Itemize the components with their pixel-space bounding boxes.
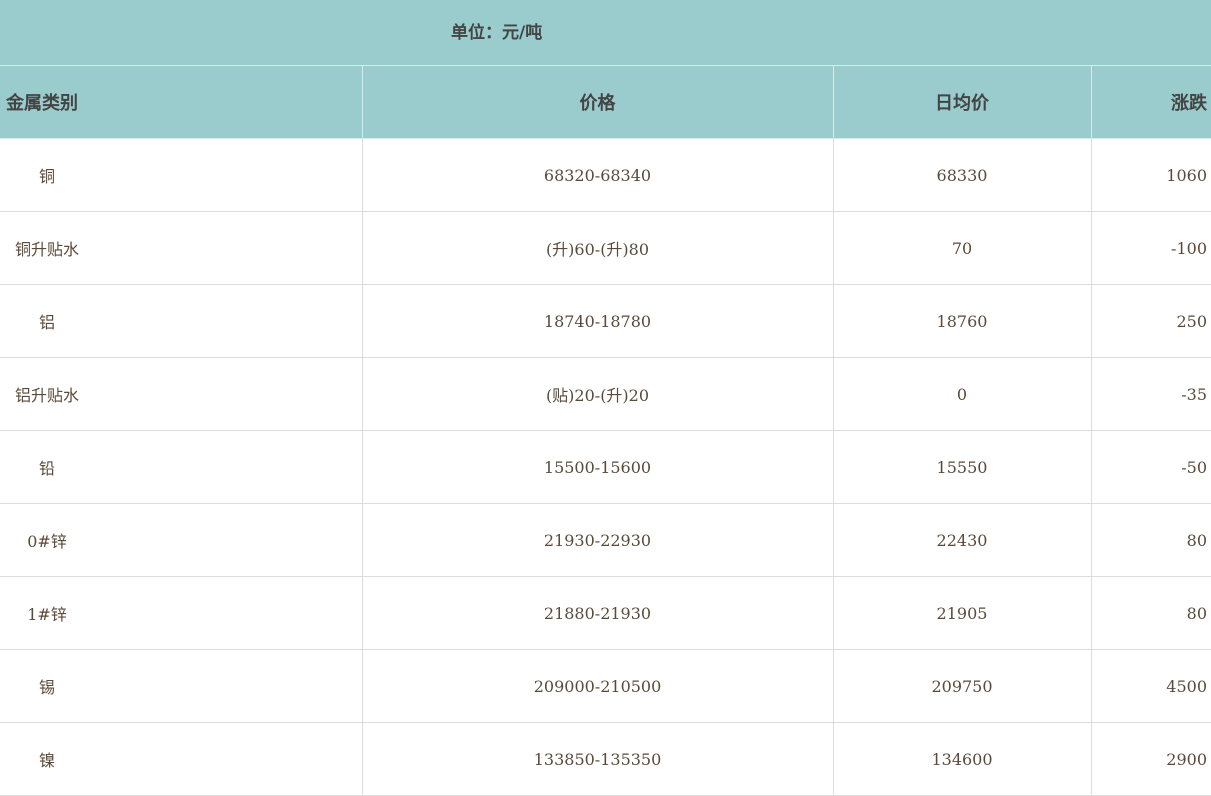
metal-name-cell: 铜: [0, 138, 363, 212]
daily-avg-cell: 70: [832, 211, 1092, 285]
metal-name: 铜: [38, 167, 55, 186]
metal-name: 0#锌: [27, 532, 67, 551]
metal-name-cell: 锡: [0, 649, 363, 723]
header-price: 价格: [361, 66, 834, 139]
metal-price-table: 金属类别 价格 日均价 涨跌 铜 68320-68340 68330 1060 铜升贴水…: [0, 66, 1211, 796]
table-row: 1#锌 21880-21930 21905 80: [0, 576, 1211, 650]
daily-avg-cell: 68330: [832, 138, 1092, 212]
table-row: 锡 209000-210500 209750 4500: [0, 649, 1211, 723]
change-cell: 80: [1090, 503, 1211, 577]
metal-name-cell: 铅: [0, 430, 363, 504]
metal-name: 锡: [38, 678, 55, 697]
metal-name-cell: 铝: [0, 284, 363, 358]
metal-name-cell: 0#锌: [0, 503, 363, 577]
metal-name-cell: 1#锌: [0, 576, 363, 650]
unit-label: 单位：元/吨: [451, 23, 543, 43]
metal-name-cell: 铝升贴水: [0, 357, 363, 431]
daily-avg-cell: 22430: [832, 503, 1092, 577]
table-row: 铜 68320-68340 68330 1060: [0, 138, 1211, 212]
header-change: 涨跌: [1090, 66, 1211, 139]
price-cell: 21880-21930: [361, 576, 834, 650]
price-cell: 21930-22930: [361, 503, 834, 577]
metal-name: 铜升贴水: [14, 240, 79, 259]
change-cell: 1060: [1090, 138, 1211, 212]
price-cell: 18740-18780: [361, 284, 834, 358]
change-cell: 250: [1090, 284, 1211, 358]
metal-name: 1#锌: [27, 605, 67, 624]
metal-name-cell: 铜升贴水: [0, 211, 363, 285]
header-daily-avg: 日均价: [832, 66, 1092, 139]
price-cell: 15500-15600: [361, 430, 834, 504]
metal-name-cell: 镍: [0, 722, 363, 796]
table-row: 铝 18740-18780 18760 250: [0, 284, 1211, 358]
change-cell: -35: [1090, 357, 1211, 431]
daily-avg-cell: 18760: [832, 284, 1092, 358]
daily-avg-cell: 15550: [832, 430, 1092, 504]
change-cell: 2900: [1090, 722, 1211, 796]
price-cell: (贴)20-(升)20: [361, 357, 834, 431]
daily-avg-cell: 0: [832, 357, 1092, 431]
metal-name: 镍: [38, 751, 55, 770]
change-cell: 80: [1090, 576, 1211, 650]
header-metal-type: 金属类别: [0, 66, 363, 139]
price-cell: 68320-68340: [361, 138, 834, 212]
table-row: 铝升贴水 (贴)20-(升)20 0 -35: [0, 357, 1211, 431]
price-cell: 133850-135350: [361, 722, 834, 796]
change-cell: -50: [1090, 430, 1211, 504]
metal-name: 铝升贴水: [14, 386, 79, 405]
metal-name: 铝: [38, 313, 55, 332]
unit-header-row: 单位：元/吨: [0, 0, 1211, 66]
daily-avg-cell: 209750: [832, 649, 1092, 723]
table-row: 铜升贴水 (升)60-(升)80 70 -100: [0, 211, 1211, 285]
table-row: 镍 133850-135350 134600 2900: [0, 722, 1211, 796]
price-cell: 209000-210500: [361, 649, 834, 723]
daily-avg-cell: 21905: [832, 576, 1092, 650]
metal-name: 铅: [38, 459, 55, 478]
column-header-row: 金属类别 价格 日均价 涨跌: [0, 66, 1211, 139]
table-row: 铅 15500-15600 15550 -50: [0, 430, 1211, 504]
price-cell: (升)60-(升)80: [361, 211, 834, 285]
table-row: 0#锌 21930-22930 22430 80: [0, 503, 1211, 577]
change-cell: -100: [1090, 211, 1211, 285]
change-cell: 4500: [1090, 649, 1211, 723]
daily-avg-cell: 134600: [832, 722, 1092, 796]
